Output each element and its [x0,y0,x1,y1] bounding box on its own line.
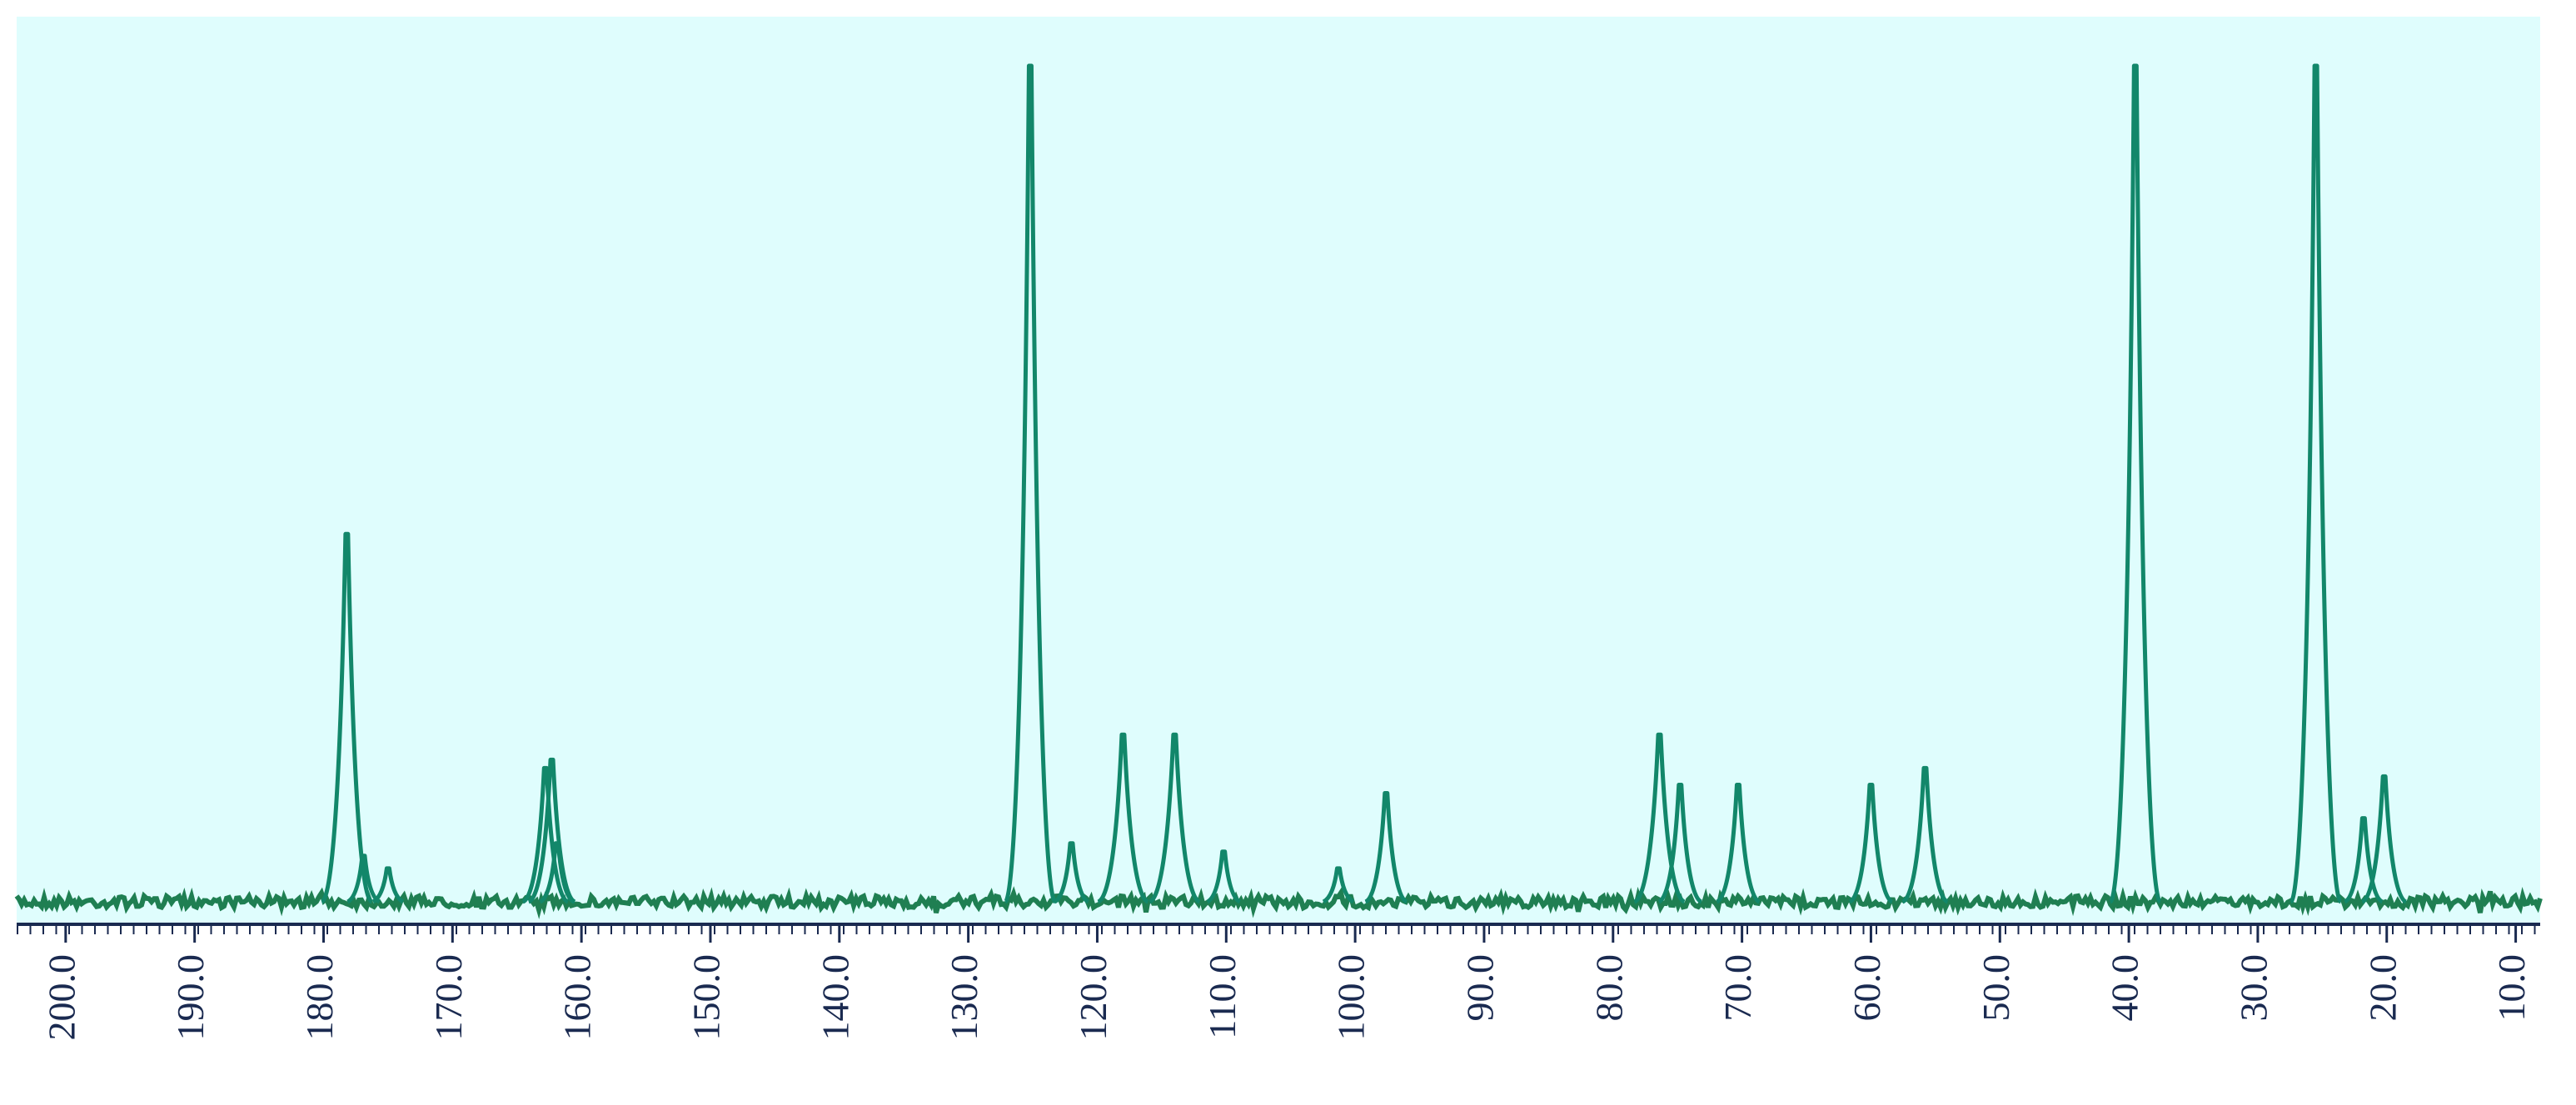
peak [1148,732,1201,904]
x-tick-label: 180.0 [298,954,341,1041]
x-tick-label: 40.0 [2104,954,2146,1022]
peak [1206,849,1242,904]
x-tick-label: 80.0 [1587,954,1630,1022]
x-tick-label: 160.0 [556,954,599,1041]
minor-ticks [17,924,2540,934]
x-tick-label: 90.0 [1459,954,1502,1022]
peak [1633,732,1686,904]
peak [1901,765,1949,904]
peak [539,841,575,904]
peak [2361,774,2408,904]
x-tick-label: 190.0 [169,954,212,1041]
peak [2289,63,2343,904]
peak [1364,790,1408,904]
x-tick-label: 150.0 [685,954,728,1041]
peak [2109,63,2162,904]
x-tick-label: 20.0 [2361,954,2404,1022]
peak [346,854,381,904]
peak [1657,782,1703,904]
peak [1716,782,1761,904]
x-tick-label: 120.0 [1072,954,1114,1041]
x-tick-label: 10.0 [2490,954,2533,1022]
baseline-noise [14,886,2543,920]
peak [2343,816,2384,904]
peak [1097,732,1149,904]
x-tick-label: 100.0 [1330,954,1373,1041]
x-tick-label: 30.0 [2232,954,2275,1022]
x-tick-label: 50.0 [1975,954,2017,1022]
plot-background [17,17,2540,924]
x-tick-label: 60.0 [1846,954,1888,1022]
x-tick-label: 170.0 [427,954,470,1041]
x-tick-label: 70.0 [1717,954,1759,1022]
x-tick-label: 130.0 [943,954,985,1041]
peak [371,866,405,904]
x-tick-label: 140.0 [814,954,856,1041]
peak [1848,782,1894,904]
x-tick-label: 200.0 [40,954,82,1041]
peak [1053,841,1090,904]
x-tick-label: 110.0 [1201,954,1243,1039]
peak [1004,63,1057,904]
peak [521,765,570,904]
peak [1322,866,1355,904]
